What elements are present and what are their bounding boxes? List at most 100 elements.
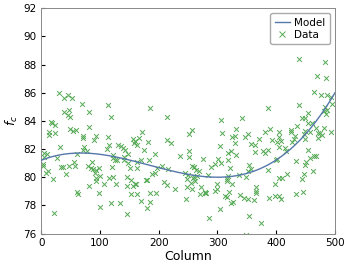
Point: [134, 165, 139, 170]
Point: [185, 173, 190, 177]
Point: [314, 74, 320, 78]
Point: [40, 161, 46, 166]
Point: [79, 102, 85, 106]
Point: [228, 149, 234, 153]
Point: [245, 197, 251, 201]
Point: [73, 128, 79, 132]
Point: [106, 175, 112, 180]
Point: [49, 121, 55, 125]
Point: [105, 103, 111, 107]
Point: [245, 131, 251, 136]
Point: [202, 190, 208, 194]
Point: [90, 167, 96, 171]
Point: [166, 167, 171, 171]
Point: [52, 123, 58, 127]
Point: [251, 198, 257, 202]
Point: [51, 211, 57, 215]
Point: [214, 187, 220, 191]
Point: [302, 172, 307, 176]
Point: [208, 165, 214, 169]
Point: [152, 170, 157, 175]
Point: [302, 116, 308, 120]
Point: [40, 164, 46, 168]
Point: [125, 160, 131, 165]
Point: [61, 110, 66, 114]
Point: [289, 140, 295, 144]
Point: [212, 189, 218, 193]
Point: [253, 143, 258, 147]
Point: [253, 191, 259, 195]
Point: [125, 152, 131, 156]
Point: [89, 160, 95, 164]
Point: [265, 148, 270, 152]
Point: [305, 121, 311, 125]
Point: [105, 135, 110, 139]
Point: [186, 131, 192, 136]
Point: [198, 184, 204, 189]
Point: [86, 184, 92, 188]
Point: [276, 145, 282, 150]
Point: [262, 151, 268, 155]
Point: [299, 116, 305, 120]
Point: [94, 176, 99, 180]
Point: [184, 185, 190, 189]
Point: [144, 178, 150, 182]
Point: [65, 93, 71, 97]
Point: [266, 195, 272, 200]
Point: [272, 182, 278, 186]
Point: [224, 177, 230, 181]
Point: [164, 138, 170, 143]
Point: [124, 184, 129, 189]
Point: [86, 110, 92, 114]
Point: [91, 138, 96, 142]
Point: [86, 125, 92, 129]
Point: [199, 261, 205, 265]
Point: [303, 129, 308, 134]
Point: [139, 158, 144, 162]
Point: [261, 149, 266, 154]
Point: [284, 172, 290, 176]
Point: [306, 148, 311, 152]
Point: [136, 136, 142, 140]
Point: [80, 148, 86, 152]
Point: [217, 143, 222, 148]
Point: [186, 149, 192, 153]
Point: [130, 137, 136, 141]
Point: [240, 116, 245, 120]
Point: [189, 164, 195, 168]
Point: [310, 169, 316, 173]
Point: [138, 198, 143, 203]
Point: [194, 174, 200, 178]
Point: [215, 157, 221, 161]
Point: [236, 172, 242, 177]
Point: [134, 143, 140, 147]
Point: [218, 161, 223, 166]
Point: [113, 182, 118, 186]
Point: [265, 168, 271, 172]
Point: [89, 166, 94, 170]
Point: [134, 191, 140, 196]
Point: [230, 181, 235, 186]
Point: [313, 126, 319, 131]
Point: [96, 191, 102, 195]
Point: [132, 139, 138, 143]
Point: [153, 191, 158, 195]
Point: [41, 151, 46, 155]
Point: [110, 175, 116, 179]
Point: [46, 133, 52, 138]
Point: [292, 134, 298, 138]
Point: [111, 156, 116, 160]
Point: [46, 130, 52, 134]
Point: [66, 108, 72, 112]
Point: [203, 190, 209, 195]
Point: [80, 134, 86, 138]
Point: [217, 207, 223, 211]
Point: [302, 137, 307, 141]
Point: [146, 158, 152, 162]
Point: [58, 165, 64, 170]
Point: [314, 154, 319, 158]
Point: [247, 214, 252, 218]
Point: [68, 127, 73, 131]
Point: [245, 169, 250, 173]
Point: [317, 131, 323, 135]
